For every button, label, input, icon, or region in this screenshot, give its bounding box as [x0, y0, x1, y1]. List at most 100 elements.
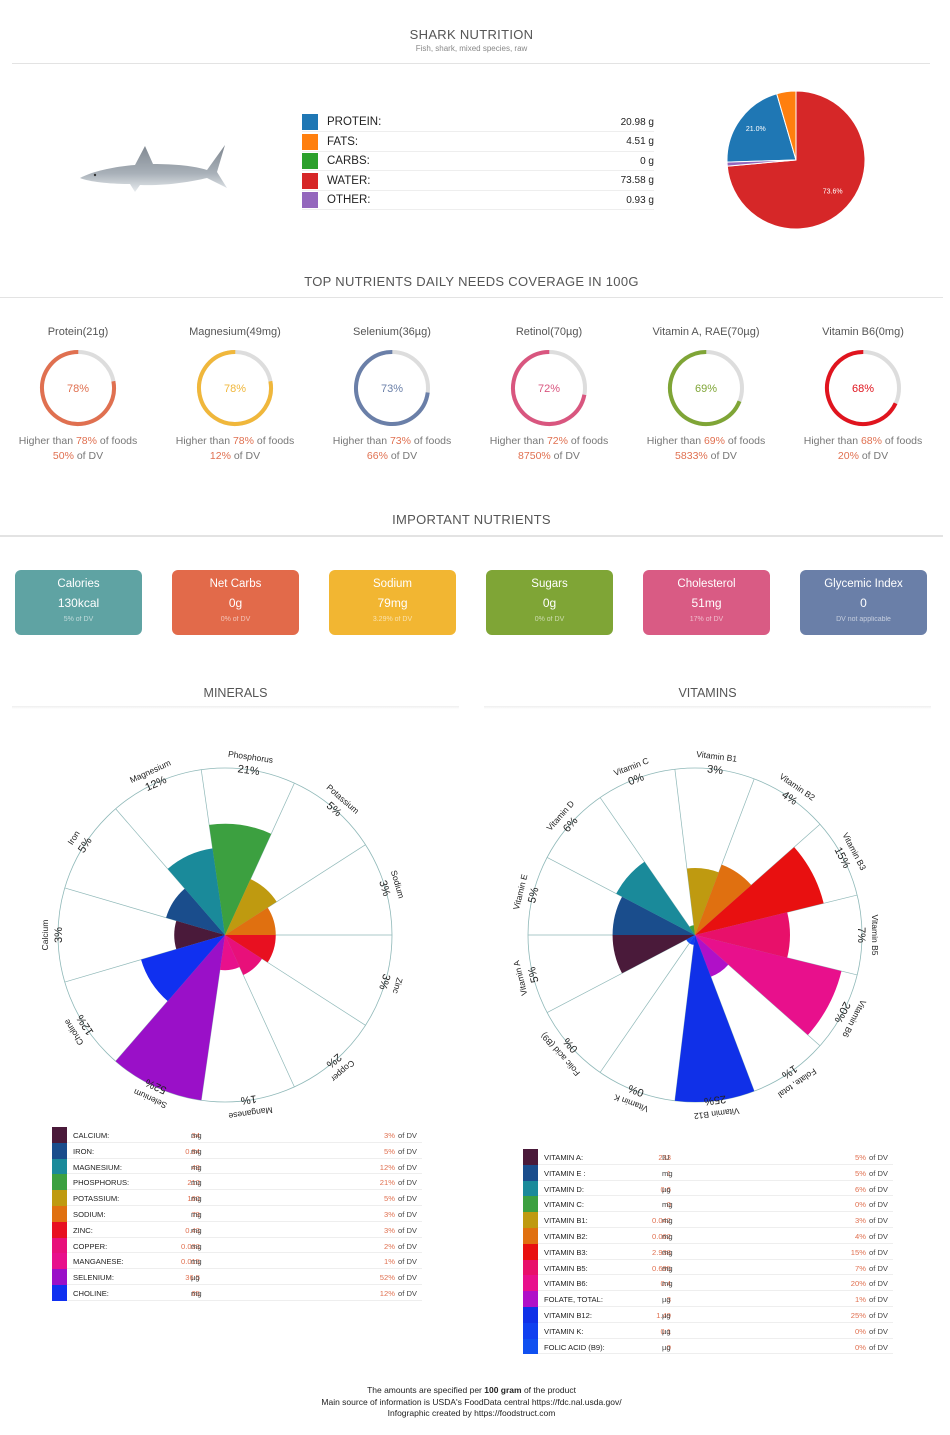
nutrient-amount: 65 [191, 1288, 200, 1298]
nutrient-swatch [52, 1158, 67, 1175]
nutrient-unit: mg [191, 1194, 202, 1204]
coverage-desc: Higher than 78% of foods 12% of DV [160, 434, 310, 464]
nutrient-dv: 4% [855, 1231, 866, 1241]
nutrient-swatch [523, 1306, 538, 1323]
pie-slice-label: 73.6% [823, 189, 843, 196]
nutrient-row: VITAMIN B5: 0.695 mg 7% of DV [523, 1259, 893, 1276]
vit-sector-vitamin-b1 [686, 867, 719, 935]
footer: The amounts are specified per 100 gram o… [0, 1385, 943, 1420]
minerals-polar-chart: Calcium 3%Iron5%Magnesium12%Phosphorus21%… [40, 749, 407, 1122]
min-value-label: 3% [376, 972, 392, 991]
nutrient-swatch [523, 1291, 538, 1307]
coverage-title: TOP NUTRIENTS DAILY NEEDS COVERAGE IN 10… [304, 274, 639, 289]
vit-axis-label: Vitamin B13% [696, 749, 738, 777]
nutrient-dv: 12% [379, 1162, 395, 1172]
coverage-item: Vitamin A, RAE(70µg) 69% Higher than 69% o… [631, 326, 781, 464]
nutrient-swatch [523, 1212, 538, 1228]
nutrient-row: VITAMIN C: 0 mg 0% of DV [523, 1196, 893, 1213]
nutrient-name: MANGANESE: [73, 1257, 124, 1267]
vitamins-polar-chart: Vitamin A5%Vitamin E5%Vitamin D6%Vitamin… [511, 749, 880, 1122]
minerals-title: MINERALS [203, 686, 268, 700]
nutrient-row: VITAMIN B2: 0.062 mg 4% of DV [523, 1227, 893, 1244]
card-note: 5% of DV [63, 616, 94, 623]
nutrient-unit: µg [191, 1273, 200, 1283]
nutrient-dv-suffix: of DV [869, 1216, 888, 1226]
card-note: 3.29% of DV [372, 616, 413, 623]
nutrient-dv-suffix: of DV [869, 1184, 888, 1194]
higher-prefix: Higher than [489, 435, 547, 447]
important-divider-top [0, 535, 943, 536]
vit-value-label: 7% [855, 927, 867, 943]
macro-swatch [302, 114, 318, 130]
card-value: 0 [860, 596, 867, 610]
higher-suffix: of foods [567, 435, 609, 447]
coverage-dv-line: 20% of DV [788, 449, 938, 464]
vitamins-title: VITAMINS [678, 686, 737, 700]
nutrient-swatch [52, 1253, 67, 1270]
coverage-name: Selenium(36µg) [353, 326, 431, 338]
dv-pct: 66% [366, 450, 388, 462]
macro-swatch [302, 192, 318, 208]
nutrient-name: VITAMIN B5: [544, 1263, 588, 1273]
nutrient-card: Glycemic Index 0 DV not applicable [800, 570, 927, 635]
nutrient-unit: µg [662, 1295, 671, 1305]
nutrient-dv-suffix: of DV [869, 1279, 888, 1289]
nutrient-unit: mg [662, 1216, 673, 1226]
vit-sector-vitamin-k [689, 935, 695, 945]
nutrient-swatch [523, 1196, 538, 1213]
dv-pct: 50% [52, 450, 74, 462]
coverage-higher-line: Higher than 72% of foods [474, 434, 624, 449]
dv-pct: 20% [837, 450, 859, 462]
shark-image [80, 145, 227, 192]
vit-category-label: Vitamin E [511, 873, 529, 911]
nutrient-amount: 1.49 [656, 1310, 671, 1320]
vit-sector-folate-total [695, 935, 729, 977]
vitamins-table: VITAMIN A: 233 IU 5% of DV VITAMIN E :1 mg 5% of… [523, 1149, 893, 1355]
nutrient-amount: 49 [191, 1162, 200, 1172]
vit-sector-vitamin-b6 [695, 935, 842, 1036]
min-sector-choline [141, 935, 225, 1002]
nutrient-row: SODIUM: 79 mg 3% of DV [52, 1205, 422, 1222]
coverage-name: Magnesium(49mg) [189, 326, 281, 338]
coverage-desc: Higher than 69% of foods 5833% of DV [631, 434, 781, 464]
nutrient-name: CALCIUM: [73, 1131, 110, 1140]
header-divider [12, 63, 930, 64]
higher-pct: 72% [546, 435, 568, 447]
footer-bold: 100 gram [484, 1385, 522, 1395]
nutrient-name: VITAMIN B2: [544, 1231, 588, 1241]
vit-value-label: 0% [626, 1082, 645, 1099]
nutrient-name: VITAMIN A: [544, 1153, 584, 1162]
nutrient-row: COPPER: 0.033 mg 2% of DV [52, 1237, 422, 1254]
nutrient-amount: 160 [187, 1194, 200, 1204]
nutrient-name: FOLATE, TOTAL: [544, 1295, 603, 1305]
coverage-higher-line: Higher than 78% of foods [3, 434, 153, 449]
dv-pct: 5833% [675, 450, 708, 462]
nutrient-swatch [523, 1180, 538, 1197]
nutrient-amount: 1 [666, 1168, 671, 1178]
nutrient-dv: 0% [855, 1342, 866, 1352]
nutrient-unit: IU [662, 1153, 670, 1162]
donut-pct-label: 78% [67, 383, 89, 395]
page-subtitle: Fish, shark, mixed species, raw [415, 44, 528, 53]
vit-sector-vitamin-b3 [695, 847, 824, 935]
coverage-donut: 78% [40, 350, 116, 426]
nutrient-amount: 0.033 [180, 1241, 200, 1251]
macro-label: FATS: [327, 135, 359, 148]
nutrient-unit: mg [191, 1209, 202, 1219]
nutrient-swatch [523, 1338, 538, 1355]
macro-pie-chart: 21.0% 73.6% [726, 90, 866, 230]
footer-suffix: of the product [521, 1385, 576, 1395]
coverage-higher-line: Higher than 73% of foods [317, 434, 467, 449]
nutrient-name: MAGNESIUM: [73, 1162, 122, 1172]
macro-value: 0 g [640, 155, 654, 167]
higher-suffix: of foods [410, 435, 452, 447]
nutrient-swatch [523, 1322, 538, 1339]
higher-pct: 78% [75, 435, 97, 447]
nutrient-dv: 0% [855, 1326, 866, 1336]
nutrient-unit: mg [191, 1131, 202, 1140]
nutrient-name: VITAMIN B12: [544, 1310, 592, 1320]
min-value-label: 3% [376, 879, 392, 898]
nutrient-dv-suffix: of DV [869, 1295, 888, 1305]
higher-prefix: Higher than [332, 435, 390, 447]
higher-suffix: of foods [253, 435, 295, 447]
